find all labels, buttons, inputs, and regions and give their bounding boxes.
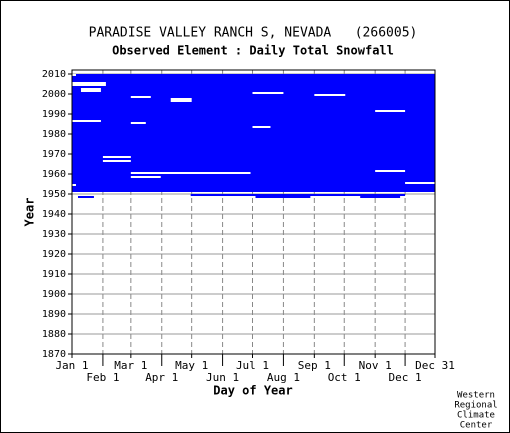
- y-tick-label: 1990: [42, 109, 66, 120]
- credit: Western: [457, 391, 495, 401]
- y-tick-label: 1870: [42, 349, 66, 360]
- missing-range: [130, 172, 251, 174]
- credit: Regional: [454, 401, 497, 411]
- y-tick-label: 1980: [42, 129, 66, 140]
- x-tick-label: Sep 1: [298, 359, 331, 372]
- x-axis-label: Day of Year: [213, 384, 292, 398]
- missing-range: [314, 94, 346, 96]
- missing-range: [375, 170, 406, 172]
- x-tick-label: Mar 1: [114, 359, 147, 372]
- y-axis-label: Year: [23, 198, 37, 227]
- y-tick-label: 1920: [42, 249, 66, 260]
- x-tick-label: Oct 1: [328, 371, 361, 384]
- credit: Climate: [457, 411, 495, 421]
- missing-range: [170, 98, 192, 102]
- x-tick-label: Jun 1: [206, 371, 239, 384]
- y-tick-label: 1900: [42, 289, 66, 300]
- missing-range: [130, 176, 161, 178]
- missing-range: [102, 156, 131, 158]
- missing-range: [252, 126, 271, 128]
- x-tick-label: Dec 31: [415, 359, 455, 372]
- missing-range: [405, 182, 435, 184]
- y-tick-label: 1890: [42, 309, 66, 320]
- y-tick-label: 1960: [42, 169, 66, 180]
- x-tick-label: Nov 1: [359, 359, 392, 372]
- x-tick-label: Dec 1: [389, 371, 422, 384]
- missing-range: [72, 82, 106, 86]
- observed-range: [255, 196, 311, 198]
- missing-range: [252, 92, 284, 94]
- missing-range: [375, 110, 406, 112]
- observed-range: [190, 194, 406, 196]
- x-tick-label: Aug 1: [267, 371, 300, 384]
- missing-range: [130, 122, 146, 124]
- credit: Center: [460, 421, 493, 431]
- observed-range: [77, 196, 94, 198]
- missing-range: [130, 96, 151, 98]
- missing-range: [72, 184, 76, 186]
- chart-subtitle: Observed Element : Daily Total Snowfall: [112, 44, 394, 58]
- y-tick-label: 2000: [42, 89, 66, 100]
- x-tick-label: Jan 1: [55, 359, 88, 372]
- y-tick-label: 1880: [42, 329, 66, 340]
- y-tick-label: 1930: [42, 229, 66, 240]
- missing-range: [102, 160, 131, 162]
- missing-range: [72, 74, 76, 76]
- x-tick-label: Apr 1: [145, 371, 178, 384]
- y-tick-label: 1910: [42, 269, 66, 280]
- plot: [68, 69, 436, 366]
- y-tick-label: 1940: [42, 209, 66, 220]
- x-tick-label: Feb 1: [86, 371, 119, 384]
- missing-range: [80, 88, 101, 92]
- missing-range: [72, 120, 101, 122]
- chart-title: PARADISE VALLEY RANCH S, NEVADA (266005): [89, 26, 418, 41]
- x-tick-label: May 1: [175, 359, 208, 372]
- x-tick-label: Jul 1: [236, 359, 269, 372]
- plot-border: [71, 69, 436, 355]
- y-tick-label: 1950: [42, 189, 66, 200]
- observed-range: [360, 196, 401, 198]
- observed-range: [72, 188, 435, 192]
- y-tick-label: 1970: [42, 149, 66, 160]
- y-tick-label: 2010: [42, 69, 66, 80]
